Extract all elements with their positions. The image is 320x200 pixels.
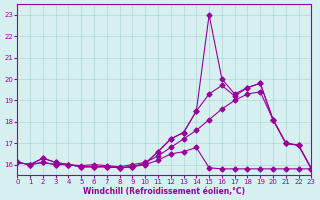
X-axis label: Windchill (Refroidissement éolien,°C): Windchill (Refroidissement éolien,°C) xyxy=(84,187,245,196)
